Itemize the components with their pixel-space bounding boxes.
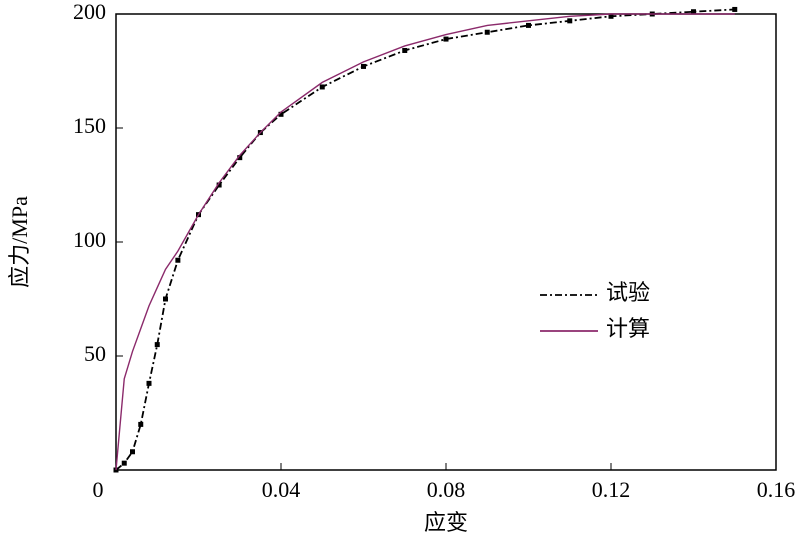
data-point (163, 296, 168, 302)
x-tick-label: 0.04 (262, 477, 301, 502)
data-point (146, 380, 152, 386)
y-axis-label: 应力/MPa (7, 196, 32, 288)
x-tick-label: 0 (93, 477, 104, 502)
data-point (130, 449, 135, 455)
data-point (567, 18, 573, 24)
y-tick-label: 100 (73, 227, 106, 252)
legend-label: 试验 (606, 280, 650, 305)
y-tick-label: 150 (73, 113, 106, 138)
plot-frame (115, 13, 777, 471)
data-point (278, 111, 284, 117)
data-point (319, 84, 325, 90)
series-line (115, 13, 735, 471)
data-point (526, 22, 531, 28)
data-point (237, 155, 243, 161)
data-point (361, 63, 366, 69)
data-point (484, 29, 490, 35)
y-tick-label: 50 (84, 341, 106, 366)
x-tick-label: 0.16 (757, 477, 796, 502)
legend-label: 计算 (606, 316, 650, 341)
data-point (175, 257, 181, 263)
data-point (154, 342, 160, 348)
data-point (121, 460, 127, 466)
y-tick-label: 200 (73, 0, 106, 24)
data-point (216, 182, 222, 188)
data-point (402, 47, 408, 53)
data-point (443, 36, 449, 42)
x-tick-label: 0.12 (592, 477, 631, 502)
x-axis-label: 应变 (424, 510, 468, 535)
series-line (115, 8, 735, 471)
data-point (732, 6, 738, 12)
data-point (608, 13, 614, 19)
x-tick-label: 0.08 (427, 477, 466, 502)
data-point (138, 421, 144, 427)
data-point (691, 9, 696, 15)
